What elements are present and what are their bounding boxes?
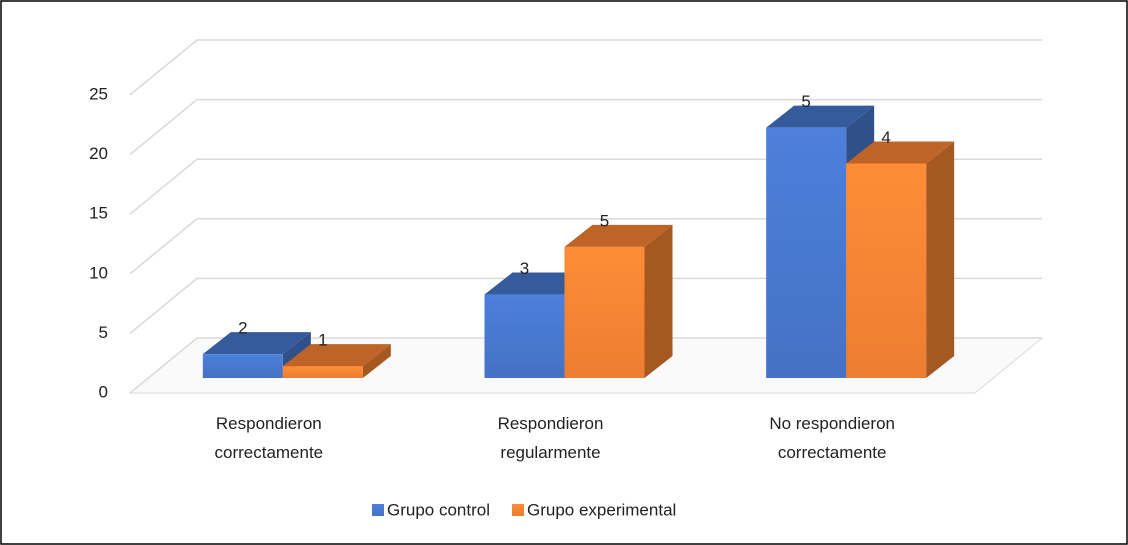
bar-top xyxy=(564,224,673,247)
bar xyxy=(282,344,391,378)
y-tick-label: 10 xyxy=(89,263,108,282)
bar-top xyxy=(766,105,875,128)
bar-top xyxy=(846,141,955,164)
bar-side xyxy=(644,224,673,378)
grid-line xyxy=(129,39,1042,96)
bar-front xyxy=(766,127,847,379)
legend-swatch xyxy=(372,504,384,516)
y-tick-label: 20 xyxy=(89,144,108,163)
x-tick-label-line: No respondieron xyxy=(769,414,895,433)
bar xyxy=(564,224,673,378)
bar-front xyxy=(282,366,363,378)
x-tick-label-line: regularmente xyxy=(500,443,600,462)
data-label: 5 xyxy=(801,92,810,111)
data-label: 4 xyxy=(881,128,890,147)
legend-label: Grupo control xyxy=(387,500,490,519)
grid-line xyxy=(129,158,1042,215)
x-tick-label-line: correctamente xyxy=(778,443,887,462)
grid-line xyxy=(129,98,1042,156)
y-tick-label: 5 xyxy=(99,323,108,342)
data-label: 5 xyxy=(600,211,609,230)
bar-side xyxy=(362,344,391,378)
bar-top xyxy=(282,344,391,367)
y-tick-label: 15 xyxy=(89,204,108,223)
data-label: 1 xyxy=(318,331,327,350)
x-tick-label-line: correctamente xyxy=(214,443,323,462)
bar xyxy=(846,141,955,378)
bar-side xyxy=(926,141,955,378)
grid-line xyxy=(129,277,1042,334)
y-tick-label: 25 xyxy=(89,84,108,103)
bar-front xyxy=(846,163,927,378)
data-label: 2 xyxy=(238,319,247,338)
data-label: 3 xyxy=(520,259,529,278)
grid-line xyxy=(129,337,1042,394)
x-tick-label-line: Respondieron xyxy=(498,414,604,433)
x-tick-label: Respondieron correctamente xyxy=(214,414,323,462)
bar-front xyxy=(564,246,645,378)
x-tick-label-line: Respondieron xyxy=(216,414,322,433)
y-tick-label: 0 xyxy=(99,382,108,401)
grid-line xyxy=(129,218,1042,275)
x-tick-label: Respondieron regularmente xyxy=(498,414,604,462)
x-tick-label: No respondieron correctamente xyxy=(769,414,895,462)
legend-label: Grupo experimental xyxy=(527,500,676,519)
bar-front xyxy=(202,354,283,378)
bar-top xyxy=(202,332,311,355)
legend-swatch xyxy=(512,504,524,516)
bar-front xyxy=(484,294,565,378)
